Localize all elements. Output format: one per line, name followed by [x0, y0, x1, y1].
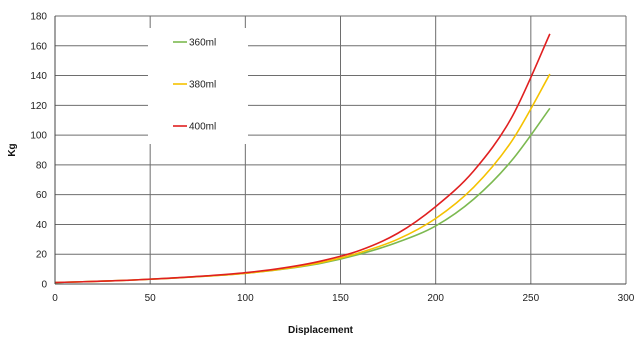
x-tick-label: 250: [522, 293, 539, 304]
x-tick-label: 300: [618, 293, 635, 304]
y-tick-label: 60: [36, 190, 48, 201]
x-tick-label: 50: [145, 293, 157, 304]
x-tick-label: 100: [237, 293, 254, 304]
legend-label: 380ml: [189, 80, 216, 91]
y-tick-label: 80: [36, 160, 48, 171]
x-tick-label: 200: [427, 293, 444, 304]
x-tick-label: 150: [332, 293, 349, 304]
legend: 360ml 380ml 400ml: [173, 38, 216, 133]
legend-background: [148, 28, 248, 144]
legend-label: 400ml: [189, 122, 216, 133]
series-lines: [54, 33, 551, 284]
y-tick-label: 140: [30, 71, 47, 82]
y-tick-label: 160: [30, 41, 47, 52]
y-tick-label: 120: [30, 101, 47, 112]
y-tick-label: 100: [30, 131, 47, 142]
legend-box: [148, 28, 248, 144]
series-line-360ml: [54, 107, 551, 284]
x-axis-title: Displacement: [288, 325, 354, 336]
series-line-400ml: [54, 33, 551, 284]
legend-label: 360ml: [189, 38, 216, 49]
y-axis-title: Kg: [7, 143, 18, 156]
y-tick-label: 40: [36, 220, 48, 231]
y-tick-label: 20: [36, 250, 48, 261]
axes: 0 20 40 60 80 100 120 140 160 180 0 50 100 150 200 250 3…: [30, 12, 634, 305]
y-tick-label: 0: [41, 280, 47, 291]
x-tick-label: 0: [52, 293, 58, 304]
y-tick-label: 180: [30, 12, 47, 23]
